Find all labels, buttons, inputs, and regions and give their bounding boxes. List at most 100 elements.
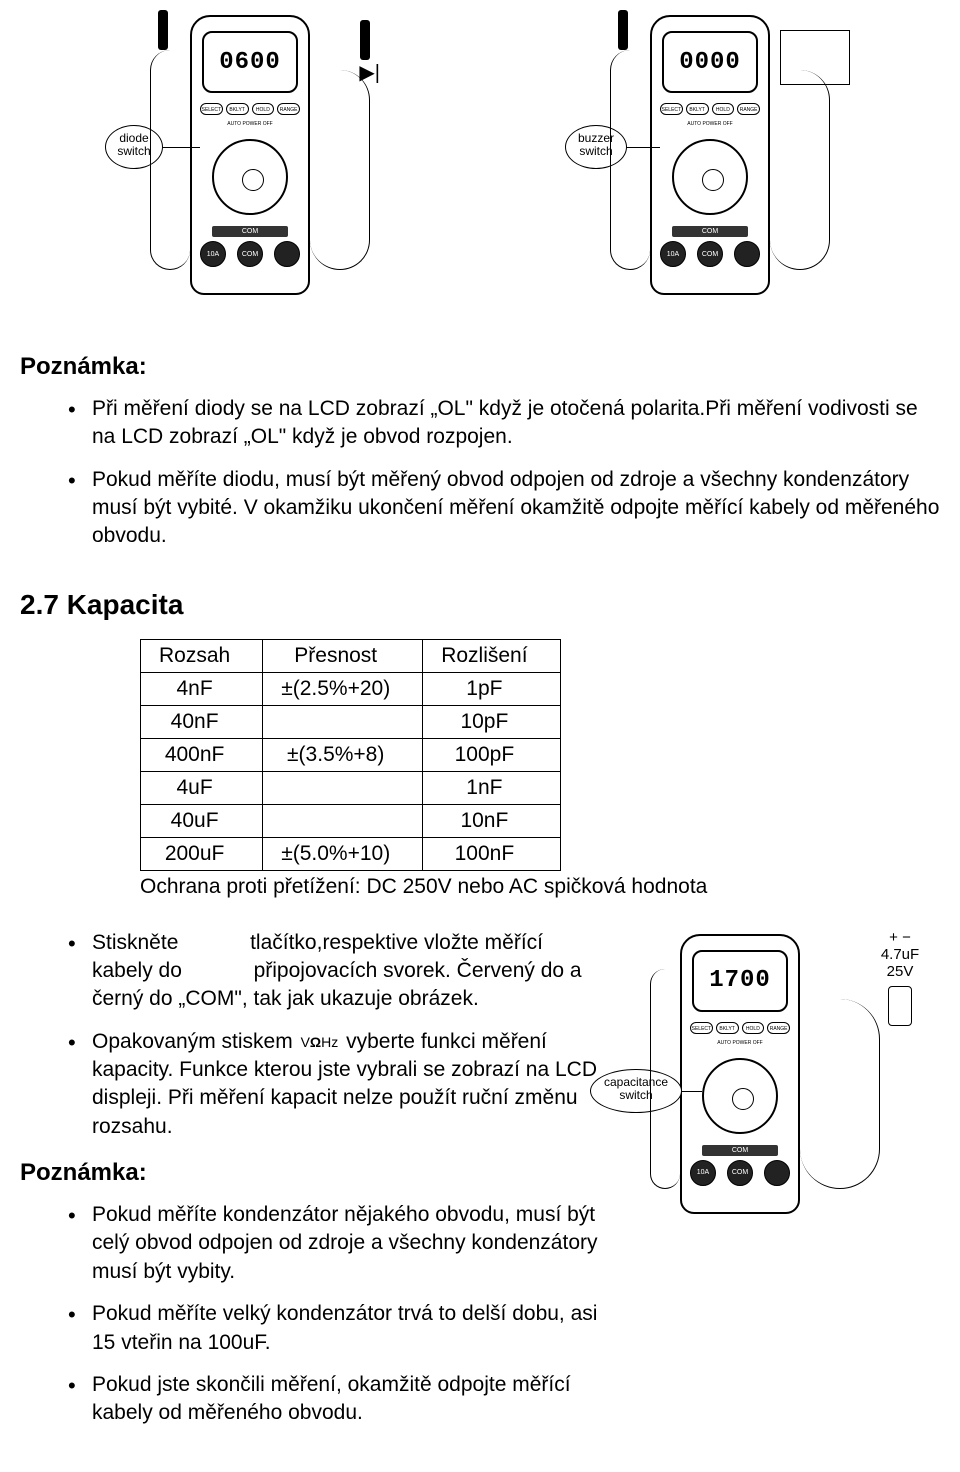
cell: 100nF bbox=[423, 837, 560, 870]
cell: ±(3.5%+8) bbox=[263, 738, 423, 771]
button: HOLD bbox=[742, 1022, 765, 1034]
cell: 10nF bbox=[423, 804, 560, 837]
port-v bbox=[734, 241, 760, 267]
port-10a: 10A bbox=[660, 241, 686, 267]
multimeter-body: 0000 SELECT BKLYT HOLD RANGE AUTO POWER … bbox=[650, 15, 770, 295]
multimeter-body: 0600 SELECT BKLYT HOLD RANGE AUTO POWER … bbox=[190, 15, 310, 295]
cell: 10pF bbox=[423, 705, 560, 738]
multimeter-body: 1700 SELECT BKLYT HOLD RANGE AUTO POWER … bbox=[680, 934, 800, 1214]
cell: 400nF bbox=[141, 738, 263, 771]
cell: ±(2.5%+20) bbox=[263, 672, 423, 705]
button: BKLYT bbox=[226, 103, 249, 115]
button: SELECT bbox=[660, 103, 683, 115]
button: RANGE bbox=[277, 103, 300, 115]
diagram-buzzer: 0000 SELECT BKLYT HOLD RANGE AUTO POWER … bbox=[570, 10, 850, 305]
note-title: Poznámka: bbox=[20, 353, 940, 381]
th-accuracy: Přesnost bbox=[263, 639, 423, 672]
cell bbox=[263, 771, 423, 804]
table-row: 200uF ±(5.0%+10) 100nF bbox=[141, 837, 561, 870]
probe-red bbox=[360, 20, 370, 60]
cap-value: 4.7uF bbox=[881, 946, 919, 963]
cell: 1nF bbox=[423, 771, 560, 804]
port-com: COM bbox=[697, 241, 723, 267]
capacitor-icon bbox=[888, 986, 912, 1026]
button: RANGE bbox=[767, 1022, 790, 1034]
cell bbox=[263, 804, 423, 837]
cell: 40uF bbox=[141, 804, 263, 837]
top-diagrams: 0600 SELECT BKLYT HOLD RANGE AUTO POWER … bbox=[20, 0, 940, 335]
bottom-section: Stiskněte tlačítko,respektive vložte měř… bbox=[20, 929, 940, 1442]
table-row: 40nF 10pF bbox=[141, 705, 561, 738]
diagram-capacitance: 1700 SELECT BKLYT HOLD RANGE AUTO POWER … bbox=[620, 929, 940, 1329]
com-label: COM bbox=[672, 226, 748, 237]
note-list: Při měření diody se na LCD zobrazí „OL" … bbox=[20, 395, 940, 551]
port-com: COM bbox=[237, 241, 263, 267]
cap-voltage: 25V bbox=[887, 963, 914, 980]
button: RANGE bbox=[737, 103, 760, 115]
table-row: 40uF 10nF bbox=[141, 804, 561, 837]
button: SELECT bbox=[200, 103, 223, 115]
diagram-diode: 0600 SELECT BKLYT HOLD RANGE AUTO POWER … bbox=[110, 10, 390, 305]
note-item: Pokud měříte velký kondenzátor trvá to d… bbox=[68, 1300, 600, 1357]
com-label: COM bbox=[702, 1145, 778, 1156]
cell: 4nF bbox=[141, 672, 263, 705]
button: BKLYT bbox=[716, 1022, 739, 1034]
lcd-screen: 0000 bbox=[662, 31, 758, 93]
com-label: COM bbox=[212, 226, 288, 237]
table-header-row: Rozsah Přesnost Rozlišení bbox=[141, 639, 561, 672]
section-title: 2.7 Kapacita bbox=[20, 589, 940, 621]
rotary-dial bbox=[672, 139, 748, 215]
rotary-dial bbox=[212, 139, 288, 215]
port-com: COM bbox=[727, 1160, 753, 1186]
port-row: 10A COM bbox=[200, 241, 300, 267]
port-row: 10A COM bbox=[690, 1160, 790, 1186]
note-item: Při měření diody se na LCD zobrazí „OL" … bbox=[68, 395, 940, 452]
auto-power-label: AUTO POWER OFF bbox=[652, 121, 768, 127]
cell: 4uF bbox=[141, 771, 263, 804]
lcd-screen: 0600 bbox=[202, 31, 298, 93]
spec-table: Rozsah Přesnost Rozlišení 4nF ±(2.5%+20)… bbox=[140, 639, 561, 871]
cell: 200uF bbox=[141, 837, 263, 870]
th-range: Rozsah bbox=[141, 639, 263, 672]
bottom-text: Stiskněte tlačítko,respektive vložte měř… bbox=[20, 929, 600, 1442]
button-row: SELECT BKLYT HOLD RANGE bbox=[200, 103, 300, 115]
cell: 40nF bbox=[141, 705, 263, 738]
auto-power-label: AUTO POWER OFF bbox=[192, 121, 308, 127]
lcd-screen: 1700 bbox=[692, 950, 788, 1012]
cell: 100pF bbox=[423, 738, 560, 771]
cap-polarity: + − bbox=[889, 929, 911, 946]
button: SELECT bbox=[690, 1022, 713, 1034]
port-v bbox=[274, 241, 300, 267]
table-row: 4nF ±(2.5%+20) 1pF bbox=[141, 672, 561, 705]
button: BKLYT bbox=[686, 103, 709, 115]
th-resolution: Rozlišení bbox=[423, 639, 560, 672]
text: Stiskněte bbox=[92, 931, 178, 954]
button: HOLD bbox=[712, 103, 735, 115]
cell: ±(5.0%+10) bbox=[263, 837, 423, 870]
button: HOLD bbox=[252, 103, 275, 115]
text: Opakovaným stiskem bbox=[92, 1030, 293, 1053]
note-item: Pokud měříte kondenzátor nějakého obvodu… bbox=[68, 1201, 600, 1286]
button-row: SELECT BKLYT HOLD RANGE bbox=[690, 1022, 790, 1034]
auto-power-label: AUTO POWER OFF bbox=[682, 1040, 798, 1046]
port-v bbox=[764, 1160, 790, 1186]
capacitor-dut: + − 4.7uF 25V bbox=[870, 929, 930, 1026]
cell: 1pF bbox=[423, 672, 560, 705]
probe-black bbox=[158, 10, 168, 50]
port-10a: 10A bbox=[200, 241, 226, 267]
button-row: SELECT BKLYT HOLD RANGE bbox=[660, 103, 760, 115]
probe-black bbox=[618, 10, 628, 50]
note-title-2: Poznámka: bbox=[20, 1159, 600, 1187]
cell bbox=[263, 705, 423, 738]
table-footnote: Ochrana proti přetížení: DC 250V nebo AC… bbox=[20, 875, 940, 899]
rotary-dial bbox=[702, 1058, 778, 1134]
vohm-hz-icon: VΩHz bbox=[299, 1033, 341, 1052]
instr-item: Opakovaným stiskem VΩHz vyberte funkci m… bbox=[68, 1028, 600, 1141]
note-item: Pokud jste skončili měření, okamžitě odp… bbox=[68, 1371, 600, 1428]
note-item: Pokud měříte diodu, musí být měřený obvo… bbox=[68, 466, 940, 551]
instr-item: Stiskněte tlačítko,respektive vložte měř… bbox=[68, 929, 600, 1014]
port-row: 10A COM bbox=[660, 241, 760, 267]
table-row: 400nF ±(3.5%+8) 100pF bbox=[141, 738, 561, 771]
callout-line bbox=[682, 1091, 702, 1092]
port-10a: 10A bbox=[690, 1160, 716, 1186]
